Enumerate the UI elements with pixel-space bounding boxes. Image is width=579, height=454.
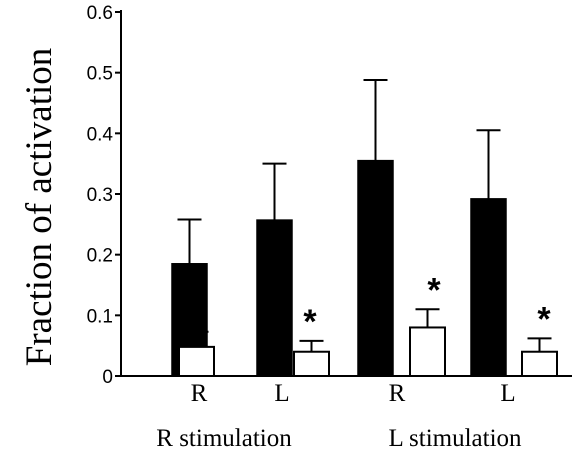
bar-white [521, 350, 558, 378]
bar-black [470, 198, 507, 377]
bar-white [178, 345, 215, 378]
y-tick-label: 0.3 [87, 185, 113, 206]
bar-black [357, 159, 394, 377]
y-tick-label: 0.5 [87, 64, 113, 85]
y-tick-label: 0 [102, 367, 113, 388]
bar-white [293, 350, 330, 378]
significance-star: * [427, 271, 441, 309]
significance-star: * [303, 303, 317, 341]
significance-star: * [194, 294, 208, 332]
y-tick-label: 0.6 [87, 3, 113, 24]
bar-black [256, 219, 293, 377]
category-label: L [500, 380, 515, 407]
category-label: R [191, 380, 208, 407]
bar-white [409, 326, 446, 378]
y-tick-label: 0.1 [87, 306, 113, 327]
y-tick-label: 0.4 [87, 124, 114, 145]
labels: 0 0.1 0.2 0.3 0.4 0.5 0.6 * R * L * R * L R stimulation… [87, 3, 552, 452]
category-label: L [274, 380, 289, 407]
group-label: R stimulation [156, 425, 292, 452]
bars [171, 78, 558, 378]
y-axis-title: Fraction of activation [19, 48, 60, 367]
group-label: L stimulation [388, 425, 522, 452]
significance-star: * [537, 300, 551, 338]
y-tick-label: 0.2 [87, 246, 113, 267]
category-label: R [389, 380, 406, 407]
